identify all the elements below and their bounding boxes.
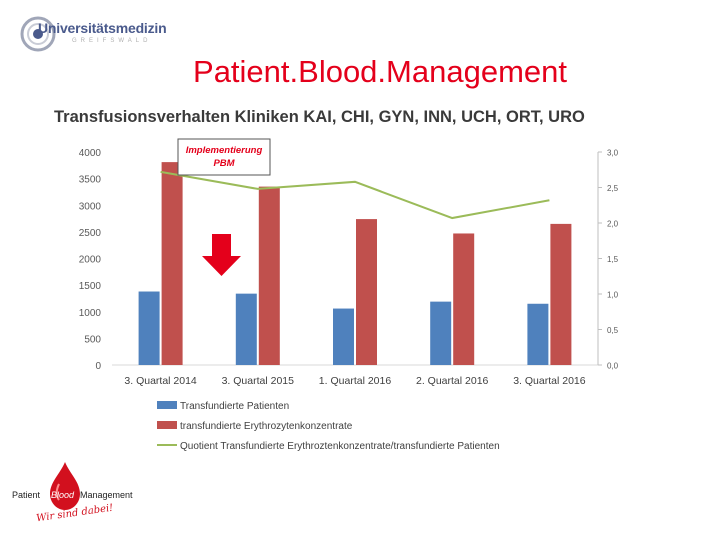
x-tick-label: 3. Quartal 2014 [124, 375, 197, 387]
ratio-line [160, 170, 550, 220]
left-axis: 0 500 1000 1500 2000 2500 3000 3500 4000 [79, 148, 598, 372]
bar-erythrozytenkonzentrate [161, 162, 183, 365]
x-axis-labels: 3. Quartal 2014 3. Quartal 2015 1. Quartal… [124, 375, 585, 387]
university-logo-icon [20, 16, 56, 52]
annotation-line2: PBM [213, 158, 235, 169]
right-tick-label: 1,5 [607, 255, 619, 264]
legend-swatch [157, 401, 177, 409]
bar-transfundierte-patienten [138, 291, 160, 365]
legend-swatch [157, 421, 177, 429]
pbm-logo-center: Blood [51, 490, 75, 500]
pbm-logo-right: Management [80, 490, 133, 500]
left-tick-label: 500 [84, 334, 101, 345]
slide-title: Patient.Blood.Management [193, 54, 567, 89]
right-tick-label: 3,0 [607, 149, 619, 158]
x-tick-label: 3. Quartal 2016 [513, 375, 586, 387]
left-tick-label: 2500 [79, 228, 102, 239]
right-tick-label: 0,0 [607, 362, 619, 371]
bar-transfundierte-patienten [527, 303, 549, 365]
right-axis: 0,0 0,5 1,0 1,5 2,0 2,5 3,0 [597, 149, 619, 371]
ratio-line-path [160, 170, 550, 220]
x-tick-label: 3. Quartal 2015 [222, 375, 295, 387]
annotation-line1: Implementierung [186, 145, 263, 156]
left-tick-label: 2000 [79, 255, 102, 266]
bar-erythrozytenkonzentrate [356, 219, 377, 365]
x-tick-label: 1. Quartal 2016 [319, 375, 392, 387]
legend-label: Transfundierte Patienten [180, 401, 289, 412]
annotation-box [177, 138, 271, 176]
bar-erythrozytenkonzentrate [550, 223, 572, 365]
legend-label: Quotient Transfundierte Erythroztenkonze… [180, 441, 500, 452]
left-tick-label: 3000 [79, 201, 102, 212]
right-tick-label: 0,5 [607, 326, 619, 335]
university-logo-text: Universitätsmedizin [38, 20, 167, 36]
legend-label: transfundierte Erythrozytenkonzentrate [180, 421, 353, 432]
left-tick-label: 4000 [79, 148, 102, 159]
pbm-logo-left: Patient [12, 490, 41, 500]
slide-subtitle: Transfusionsverhalten Kliniken KAI, CHI,… [54, 108, 585, 126]
down-arrow-icon [202, 234, 241, 276]
left-tick-label: 1000 [79, 308, 102, 319]
x-tick-label: 2. Quartal 2016 [416, 375, 489, 387]
pbm-logo: Patient Blood Management Wir sind dabei! [10, 460, 133, 528]
right-tick-label: 1,0 [607, 291, 619, 300]
bar-transfundierte-patienten [430, 301, 452, 365]
left-tick-label: 0 [95, 361, 101, 372]
bars [138, 162, 572, 365]
right-tick-label: 2,5 [607, 184, 619, 193]
university-logo [20, 12, 160, 56]
right-tick-label: 2,0 [607, 220, 619, 229]
university-logo-subtext: GREIFSWALD [72, 38, 152, 44]
bar-erythrozytenkonzentrate [258, 186, 280, 365]
left-tick-label: 1500 [79, 281, 102, 292]
bar-transfundierte-patienten [333, 308, 354, 365]
left-tick-label: 3500 [79, 175, 102, 186]
blood-drop-icon [50, 462, 80, 510]
bar-transfundierte-patienten [235, 293, 257, 365]
bar-erythrozytenkonzentrate [453, 233, 475, 365]
legend: Transfundierte Patienten transfundierte E… [157, 401, 500, 452]
